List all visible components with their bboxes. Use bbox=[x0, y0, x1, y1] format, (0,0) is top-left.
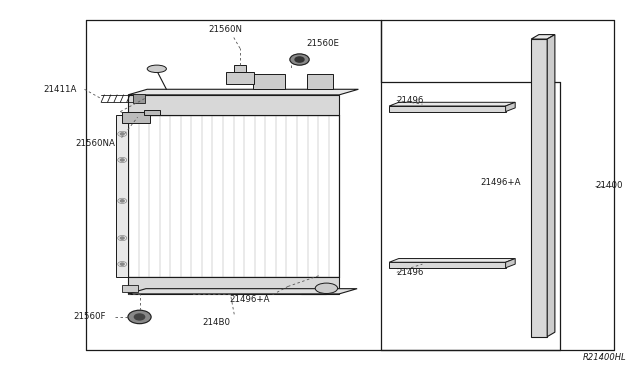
Polygon shape bbox=[531, 35, 555, 39]
Polygon shape bbox=[144, 110, 160, 115]
Polygon shape bbox=[128, 95, 339, 115]
Ellipse shape bbox=[315, 283, 338, 294]
Polygon shape bbox=[389, 262, 506, 268]
Polygon shape bbox=[122, 285, 138, 292]
Circle shape bbox=[134, 314, 145, 320]
Polygon shape bbox=[128, 277, 339, 294]
Polygon shape bbox=[307, 74, 333, 89]
Polygon shape bbox=[506, 102, 515, 112]
Polygon shape bbox=[389, 102, 515, 106]
Polygon shape bbox=[133, 94, 145, 103]
Text: 21560NA: 21560NA bbox=[76, 139, 115, 148]
Circle shape bbox=[120, 237, 124, 239]
Text: 21496: 21496 bbox=[397, 96, 424, 105]
Polygon shape bbox=[389, 106, 506, 112]
Text: 21560E: 21560E bbox=[306, 39, 339, 48]
Circle shape bbox=[120, 159, 124, 161]
Text: 21560N: 21560N bbox=[208, 25, 242, 34]
Polygon shape bbox=[234, 65, 246, 72]
Polygon shape bbox=[253, 74, 285, 89]
Polygon shape bbox=[226, 72, 254, 84]
Polygon shape bbox=[547, 35, 555, 337]
Polygon shape bbox=[128, 89, 358, 95]
Text: 21496+A: 21496+A bbox=[229, 295, 269, 304]
Polygon shape bbox=[116, 115, 128, 277]
Polygon shape bbox=[128, 289, 357, 294]
Circle shape bbox=[120, 200, 124, 202]
Text: R21400HL: R21400HL bbox=[582, 353, 626, 362]
Polygon shape bbox=[122, 112, 150, 123]
Ellipse shape bbox=[147, 65, 166, 73]
Polygon shape bbox=[531, 39, 547, 337]
Circle shape bbox=[120, 263, 124, 265]
Text: 21496: 21496 bbox=[397, 268, 424, 277]
Polygon shape bbox=[389, 259, 515, 262]
Circle shape bbox=[290, 54, 309, 65]
Text: 214B0: 214B0 bbox=[202, 318, 230, 327]
Text: 21411A: 21411A bbox=[43, 85, 76, 94]
Circle shape bbox=[295, 57, 304, 62]
Text: 21400: 21400 bbox=[595, 182, 623, 190]
Polygon shape bbox=[506, 259, 515, 268]
Circle shape bbox=[120, 133, 124, 135]
Text: 21496+A: 21496+A bbox=[480, 178, 520, 187]
Circle shape bbox=[128, 310, 151, 324]
Text: 21560F: 21560F bbox=[74, 312, 106, 321]
